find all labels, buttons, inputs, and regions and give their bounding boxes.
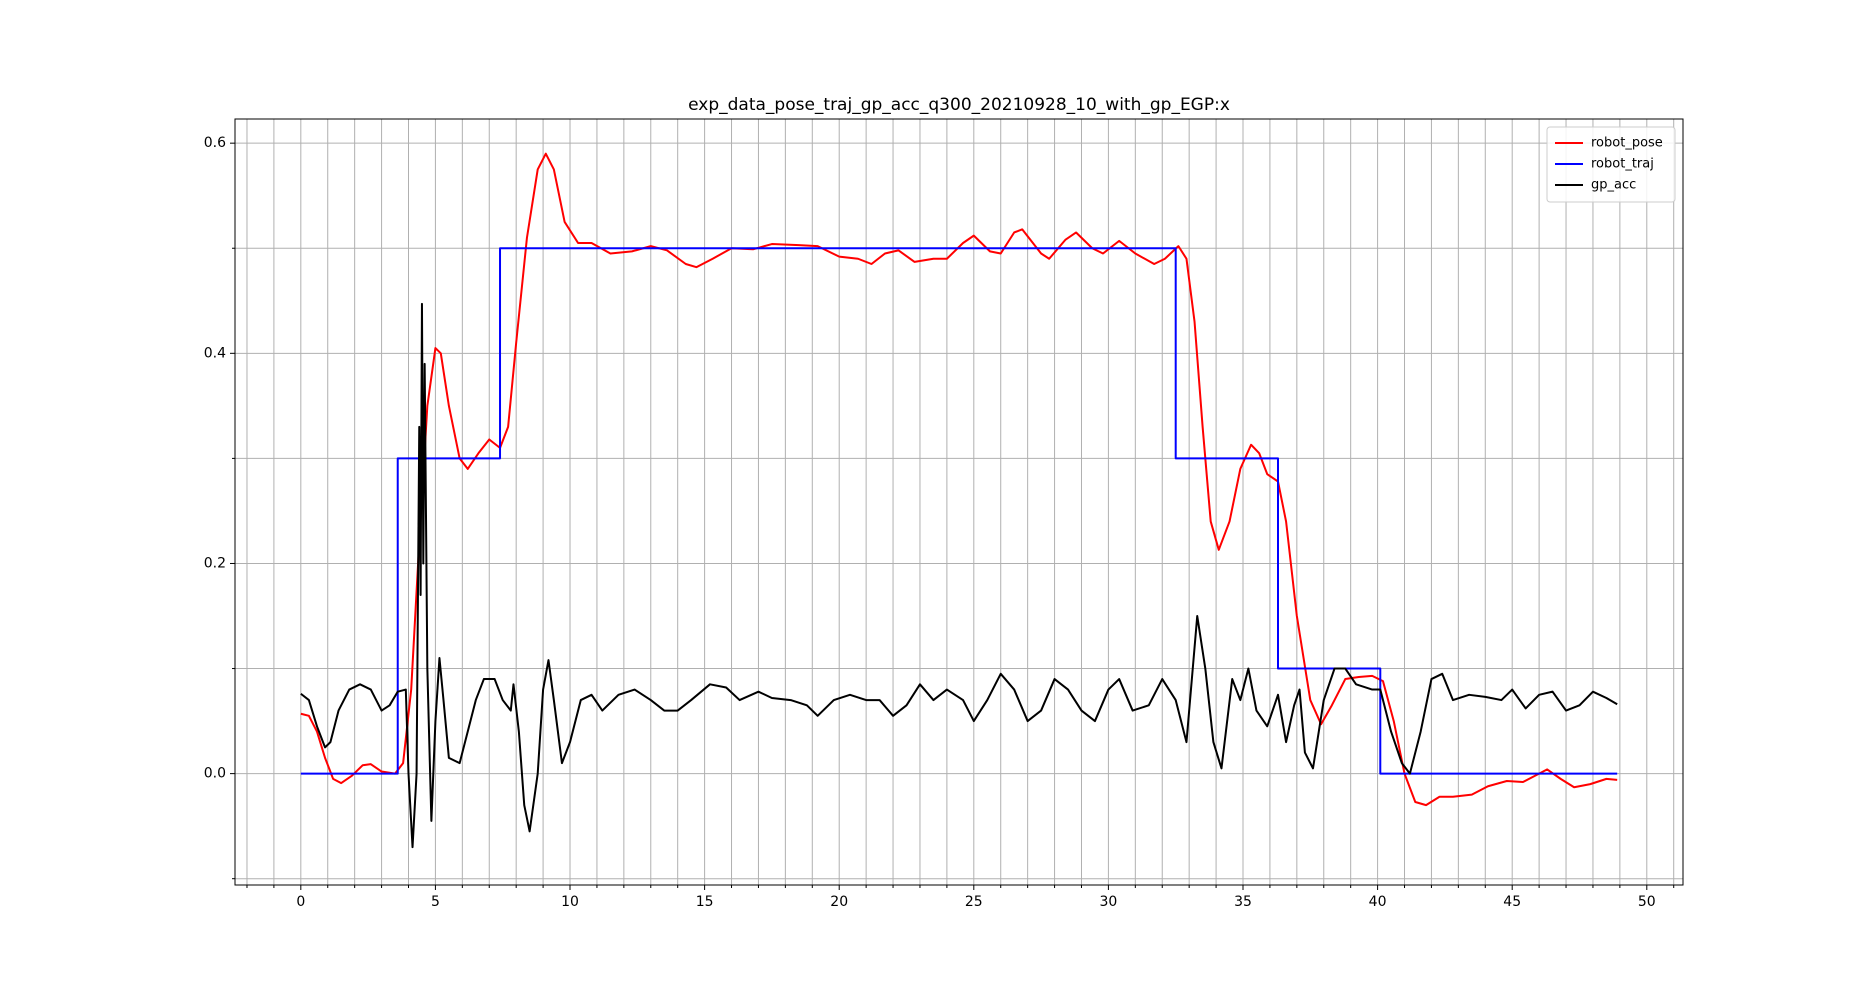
series-line [300,247,1618,775]
plot-frame [234,118,1684,886]
series-line [300,302,1618,849]
legend-label: robot_pose [1591,136,1663,151]
x-tick-label: 50 [1638,894,1656,910]
y-tick-label: 0.2 [204,555,226,571]
y-tick-label: 0.6 [204,135,226,151]
x-tick-label: 15 [696,894,714,910]
x-tick-label: 45 [1503,894,1521,910]
x-tick-label: 20 [830,894,848,910]
series-line [300,152,1618,807]
y-tick-label: 0.4 [204,345,226,361]
legend-label: robot_traj [1591,157,1654,172]
chart-title: exp_data_pose_traj_gp_acc_q300_20210928_… [688,95,1230,115]
x-tick-label: 30 [1099,894,1117,910]
y-tick-label: 0.0 [204,766,226,782]
x-tick-label: 10 [561,894,579,910]
legend-box [1546,126,1676,203]
x-tick-label: 5 [431,894,440,910]
legend-label: gp_acc [1591,178,1636,193]
x-tick-label: 40 [1369,894,1387,910]
x-tick-label: 35 [1234,894,1252,910]
x-tick-label: 25 [965,894,983,910]
x-tick-label: 0 [296,894,305,910]
